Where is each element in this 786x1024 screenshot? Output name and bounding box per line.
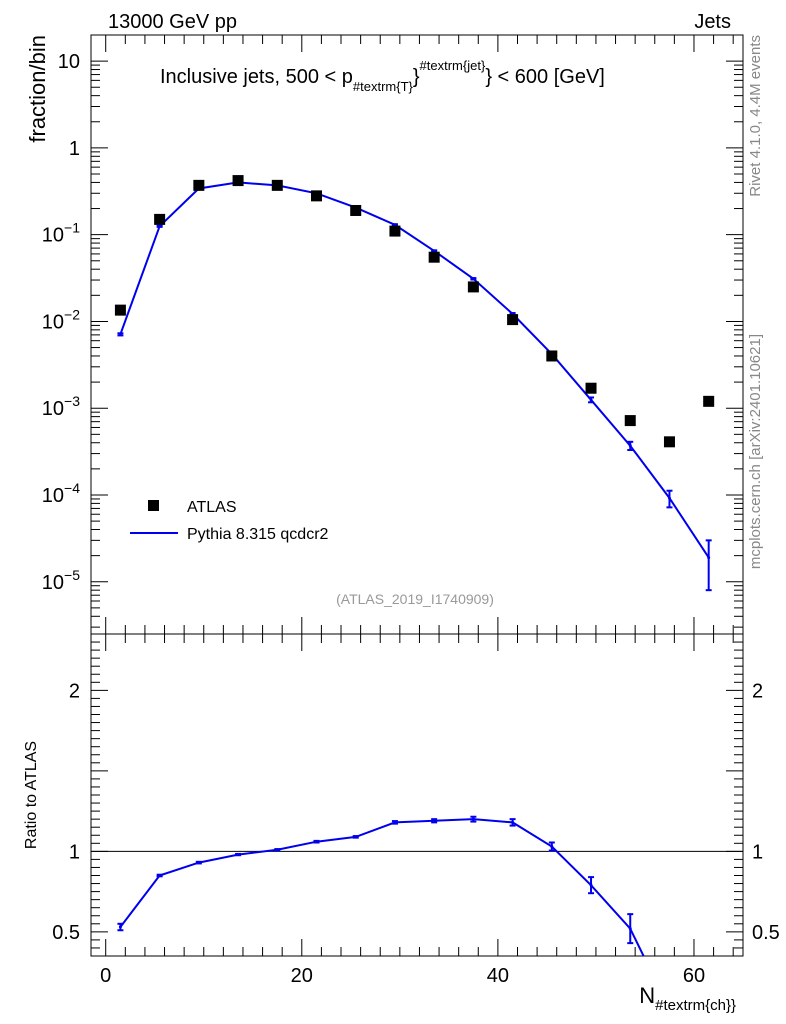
ratio-point	[393, 820, 397, 824]
x-axis-title: N#textrm{ch}}	[639, 983, 736, 1014]
pythia-point	[628, 444, 632, 448]
pythia-point	[707, 556, 711, 560]
pythia-point	[589, 398, 593, 402]
x-tick-label: 20	[291, 965, 313, 987]
pythia-point	[393, 223, 397, 227]
ratio-point	[275, 848, 279, 852]
ratio-point	[197, 861, 201, 865]
main-y-tick-label: 10−2	[42, 306, 80, 333]
pythia-line	[119, 181, 710, 559]
ratio-plot-frame	[90, 633, 744, 957]
ratio-y-axis-title: Ratio to ATLAS	[23, 741, 40, 849]
x-tick-label: 40	[487, 965, 509, 987]
plot-title: Inclusive jets, 500 < p#textrm{T}}#textr…	[160, 58, 605, 94]
pythia-point	[118, 332, 122, 336]
ratio-point	[432, 819, 436, 823]
pythia-point	[158, 224, 162, 228]
main-y-tick-label: 10−5	[42, 567, 80, 594]
main-y-axis-title: fraction/bin	[25, 35, 50, 143]
tick-label-base: 10	[42, 485, 64, 507]
main-y-tick-label: 1	[69, 138, 80, 160]
x-tick-label: 60	[683, 965, 705, 987]
main-y-tick-label: 10−4	[42, 480, 80, 507]
ratio-plot-data	[117, 815, 645, 956]
ratio-y-tick-labels-right: 210.5	[752, 680, 780, 944]
ratio-y-tick-labels: 210.5	[52, 680, 80, 944]
tick-label-exponent: −3	[64, 393, 80, 409]
ratio-point	[354, 835, 358, 839]
main-plot-data	[114, 175, 715, 592]
ratio-y-tick-label: 0.5	[52, 922, 80, 944]
x-axis-title-sub: #textrm{ch}}	[655, 997, 736, 1014]
atlas-data-point	[311, 190, 323, 202]
ratio-point	[550, 845, 554, 849]
pythia-point	[432, 249, 436, 253]
ratio-y-tick-label-right: 1	[752, 841, 763, 863]
tick-label-exponent: −1	[64, 220, 80, 236]
x-axis-title-main: N	[639, 983, 655, 1008]
plot-title-sub: #textrm{T}	[353, 79, 414, 94]
tick-label-exponent: −2	[64, 306, 80, 322]
legend-label-pythia: Pythia 8.315 qcdcr2	[187, 526, 329, 543]
tick-label-base: 10	[42, 572, 64, 594]
x-tick-label: 0	[100, 965, 111, 987]
ratio-y-tick-label-right: 2	[752, 680, 763, 702]
mcplots-credit-label: mcplots.cern.ch [arXiv:2401.10621]	[747, 334, 764, 569]
atlas-data-point	[703, 395, 715, 407]
pythia-point	[471, 277, 475, 281]
legend-label-atlas: ATLAS	[187, 499, 237, 516]
plot-title-main: Inclusive jets, 500 < p	[160, 66, 353, 88]
atlas-data-point	[389, 225, 401, 237]
tick-label-exponent: −4	[64, 480, 80, 496]
ratio-point	[315, 840, 319, 844]
pythia-point	[667, 496, 671, 500]
energy-label: 13000 GeV pp	[108, 11, 237, 33]
atlas-data-point	[663, 436, 675, 448]
process-label: Jets	[694, 11, 731, 33]
plot-title-sup: #textrm{jet}	[420, 58, 486, 73]
atlas-data-point	[428, 251, 440, 263]
ratio-point	[158, 874, 162, 877]
atlas-data-point	[114, 304, 126, 316]
atlas-data-point	[507, 314, 519, 326]
main-plot-frame	[90, 34, 744, 635]
ratio-y-tick-label: 2	[69, 680, 80, 702]
ratio-line	[119, 818, 645, 956]
atlas-data-point	[154, 213, 166, 225]
atlas-data-point	[624, 415, 636, 427]
ratio-point	[471, 817, 475, 821]
legend: ATLAS Pythia 8.315 qcdcr2	[130, 499, 329, 543]
ratio-point	[628, 927, 632, 931]
main-y-tick-label: 10−3	[42, 393, 80, 420]
atlas-data-point	[546, 350, 558, 362]
plot-title-tail: } < 600 [GeV]	[485, 66, 605, 88]
atlas-data-point	[193, 179, 205, 191]
rivet-version-label: Rivet 4.1.0, 4.4M events	[747, 35, 764, 197]
ratio-point	[236, 853, 240, 857]
atlas-data-point	[271, 179, 283, 191]
plot-title-brace: }	[413, 66, 420, 88]
ratio-y-tick-label-right: 0.5	[752, 922, 780, 944]
tick-label-base: 10	[42, 311, 64, 333]
main-y-tick-label: 10−1	[42, 220, 80, 247]
ratio-point	[589, 883, 593, 887]
x-tick-labels: 0 20 40 60	[100, 965, 705, 987]
tick-label-base: 10	[42, 225, 64, 247]
atlas-data-point	[467, 281, 479, 293]
legend-marker-atlas	[148, 500, 159, 511]
tick-label-exponent: −5	[64, 567, 80, 583]
axis-ticks	[91, 34, 743, 956]
atlas-data-point	[585, 382, 597, 394]
atlas-data-point	[350, 204, 362, 216]
main-y-tick-label: 10	[58, 51, 80, 73]
ratio-point	[118, 925, 122, 929]
ratio-point	[511, 820, 515, 824]
ratio-y-tick-label: 1	[69, 841, 80, 863]
analysis-watermark: (ATLAS_2019_I1740909)	[336, 591, 494, 607]
tick-label-base: 10	[42, 398, 64, 420]
atlas-data-point	[232, 175, 244, 187]
